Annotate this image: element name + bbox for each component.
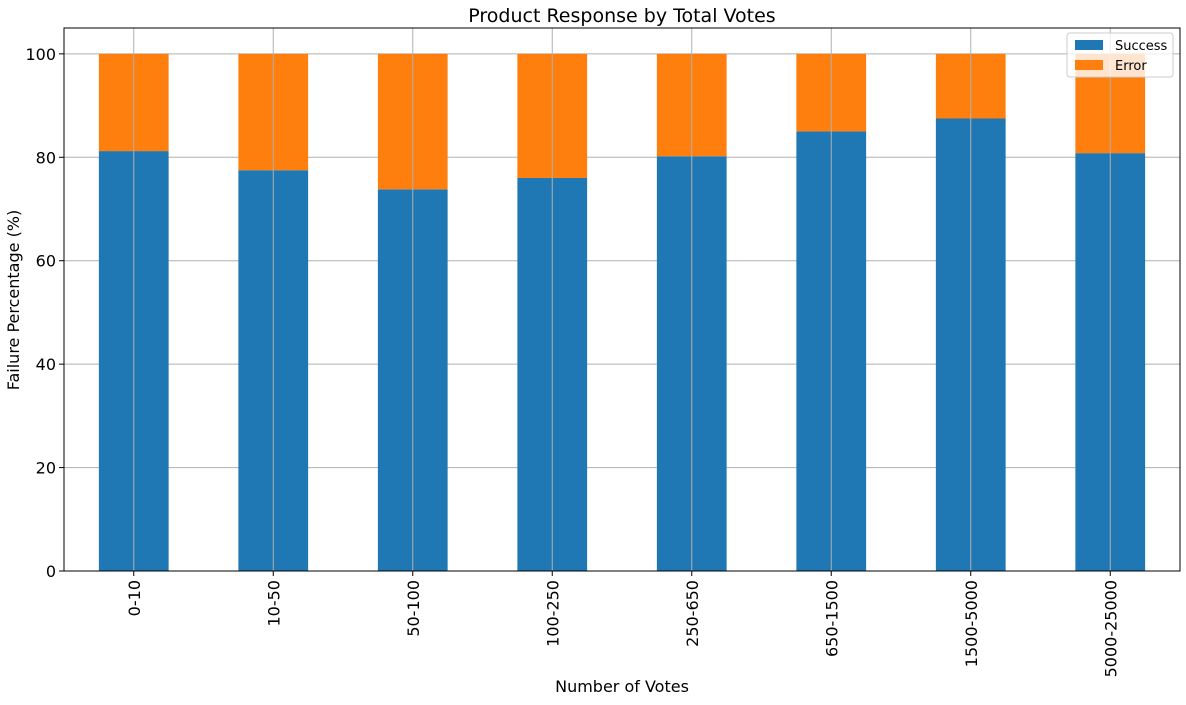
x-axis-label: Number of Votes: [555, 677, 689, 696]
y-tick-label: 40: [36, 355, 56, 374]
y-tick-label: 100: [25, 45, 56, 64]
plot-area-frame: [63, 27, 1181, 572]
chart-title: Product Response by Total Votes: [468, 5, 775, 27]
y-tick-label: 80: [36, 148, 56, 167]
x-tick-label-1500-5000: 1500-5000: [962, 580, 981, 667]
x-tick-label-250-650: 250-650: [683, 580, 702, 647]
y-tick-label: 20: [36, 459, 56, 478]
y-tick-label: 0: [46, 562, 56, 581]
bars-layer: [98, 28, 1146, 572]
x-tick-label-50-100: 50-100: [404, 580, 423, 637]
y-axis-label: Failure Percentage (%): [4, 210, 23, 391]
x-tick-label-5000-25000: 5000-25000: [1101, 580, 1120, 677]
legend-swatch-error: [1075, 60, 1103, 70]
legend-label-error: Error: [1115, 59, 1147, 74]
y-axis: 0 20 40 60 80 100: [25, 45, 64, 581]
x-tick-label-650-1500: 650-1500: [822, 580, 841, 657]
x-tick-label-0-10: 0-10: [125, 580, 144, 616]
x-tick-label-10-50: 10-50: [264, 580, 283, 627]
legend-swatch-success: [1075, 40, 1103, 50]
legend: Success Error: [1066, 32, 1174, 78]
legend-label-success: Success: [1115, 39, 1168, 54]
x-tick-label-100-250: 100-250: [543, 580, 562, 647]
x-axis: 0-10 10-50 50-100 100-250 250-650 650-1500 150…: [125, 571, 1120, 677]
y-tick-label: 60: [36, 252, 56, 271]
